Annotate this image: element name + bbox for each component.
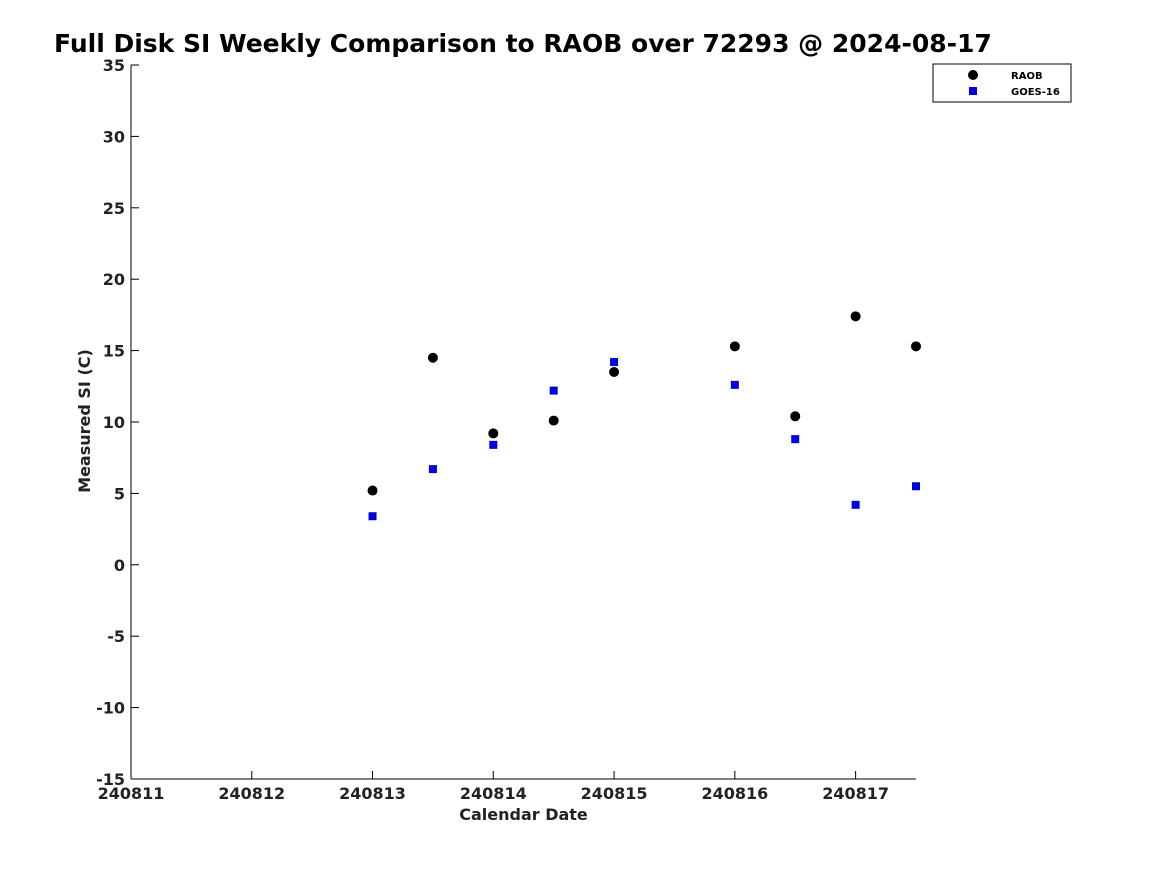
y-axis-label: Measured SI (C) xyxy=(75,349,94,493)
goes-16-point xyxy=(428,465,437,474)
raob-point xyxy=(488,428,499,439)
legend-box xyxy=(932,63,1072,103)
goes-16-point xyxy=(730,380,739,389)
y-tick-label: 15 xyxy=(103,342,125,361)
goes-16-point xyxy=(791,435,800,444)
x-tick-label: 240817 xyxy=(822,784,889,803)
y-tick-label: -15 xyxy=(96,770,125,789)
y-tick-label: 35 xyxy=(103,56,125,75)
goes-16-point xyxy=(368,512,377,521)
raob-point xyxy=(548,415,559,426)
x-tick-label: 240812 xyxy=(218,784,285,803)
y-tick-label: 25 xyxy=(103,199,125,218)
goes-16-point xyxy=(489,440,498,449)
raob-point xyxy=(911,341,921,352)
y-tick-label: 0 xyxy=(114,556,125,575)
legend-items: RAOB GOES-16 xyxy=(968,70,1060,98)
x-ticks: 240811 240812 240813 240814 240815 240816 2408… xyxy=(98,771,889,803)
x-tick-label: 240815 xyxy=(581,784,648,803)
y-tick-label: -10 xyxy=(96,699,125,718)
legend-label-goes-16: GOES-16 xyxy=(1011,87,1060,98)
legend: RAOB GOES-16 xyxy=(932,63,1072,103)
y-tick-label: 20 xyxy=(103,270,125,289)
x-tick-label: 240811 xyxy=(98,784,165,803)
legend-marker-raob xyxy=(968,70,978,80)
raob-point xyxy=(427,352,438,363)
goes-16-point xyxy=(851,500,860,509)
raob-point xyxy=(609,367,620,378)
legend-marker-goes-16 xyxy=(969,87,977,95)
raob-point xyxy=(850,311,861,322)
y-tick-label: -5 xyxy=(107,627,125,646)
y-tick-label: 30 xyxy=(103,127,125,146)
y-tick-label: 5 xyxy=(114,484,125,503)
goes-16-point xyxy=(610,358,619,367)
x-tick-label: 240813 xyxy=(339,784,406,803)
goes-16-point xyxy=(549,386,558,395)
x-tick-label: 240816 xyxy=(701,784,768,803)
y-ticks: -15 -10 -5 0 5 10 15 20 25 30 35 xyxy=(96,56,139,789)
raob-point xyxy=(729,341,740,352)
axes xyxy=(130,65,916,780)
goes-16-point xyxy=(912,482,920,491)
x-tick-label: 240814 xyxy=(460,784,527,803)
legend-label-raob: RAOB xyxy=(1011,71,1043,82)
y-tick-label: 10 xyxy=(103,413,125,432)
data-points xyxy=(367,311,921,521)
raob-point xyxy=(367,485,378,496)
x-axis-label: Calendar Date xyxy=(459,805,588,824)
chart-title: Full Disk SI Weekly Comparison to RAOB o… xyxy=(54,29,992,58)
raob-point xyxy=(790,411,801,422)
